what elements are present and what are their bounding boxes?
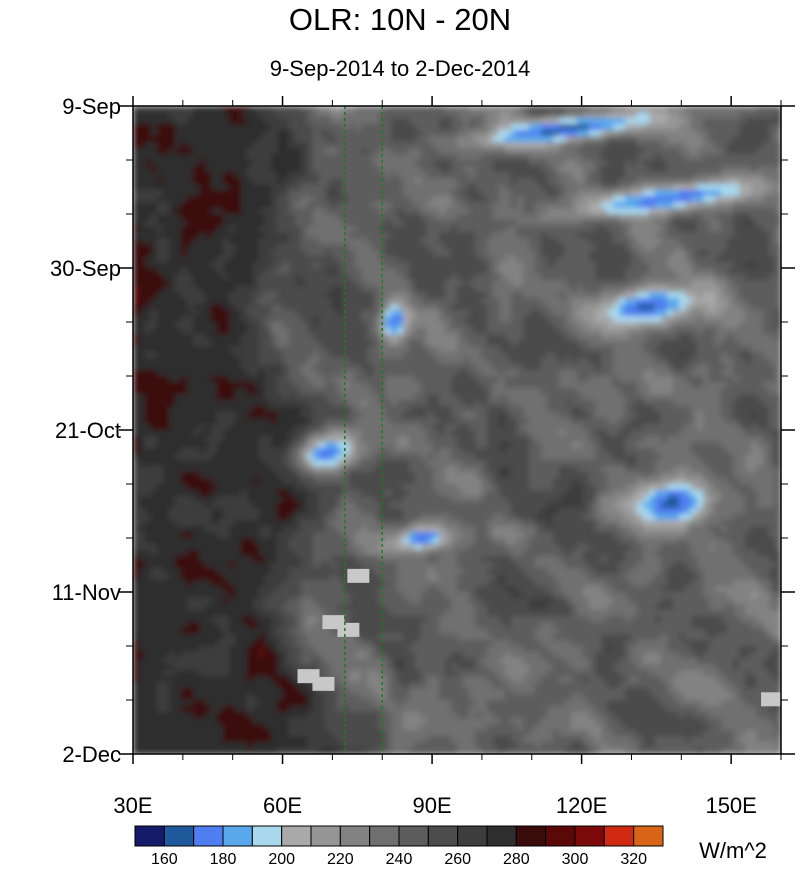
colorbar-swatch bbox=[251, 825, 283, 847]
colorbar-label: 260 bbox=[444, 851, 471, 868]
colorbar-label: 320 bbox=[620, 851, 647, 868]
x-tick-label: 60E bbox=[263, 793, 302, 818]
colorbar-swatch bbox=[427, 825, 459, 847]
colorbar-swatch bbox=[369, 825, 400, 847]
colorbar-units: W/m^2 bbox=[699, 838, 767, 863]
colorbar-swatch bbox=[281, 825, 312, 847]
x-tick-label: 120E bbox=[556, 793, 607, 818]
y-tick-label: 21-Oct bbox=[55, 418, 121, 443]
colorbar-swatch bbox=[339, 825, 371, 847]
colorbar-swatch bbox=[515, 825, 547, 847]
x-tick-label: 30E bbox=[113, 793, 152, 818]
colorbar-swatch bbox=[163, 825, 195, 847]
x-tick-label: 150E bbox=[705, 793, 756, 818]
colorbar-label: 180 bbox=[210, 851, 237, 868]
colorbar-swatch bbox=[603, 825, 635, 847]
colorbar-label: 160 bbox=[151, 851, 178, 868]
y-tick-label: 2-Dec bbox=[62, 742, 121, 767]
colorbar-label: 300 bbox=[562, 851, 589, 868]
colorbar-swatch bbox=[574, 825, 605, 847]
colorbar-label: 240 bbox=[386, 851, 413, 868]
colorbar-label: 280 bbox=[503, 851, 530, 868]
colorbar-swatch bbox=[457, 825, 488, 847]
y-tick-label: 30-Sep bbox=[50, 256, 121, 281]
colorbar-swatch bbox=[193, 825, 224, 847]
colorbar-label: 200 bbox=[268, 851, 295, 868]
y-tick-label: 9-Sep bbox=[62, 94, 121, 119]
colorbar-swatch bbox=[222, 825, 253, 847]
missing-data-patch bbox=[337, 622, 360, 637]
colorbar-swatch bbox=[545, 825, 576, 847]
chart-title: OLR: 10N - 20N bbox=[288, 2, 512, 37]
missing-data-patch bbox=[312, 676, 335, 691]
chart-subtitle: 9-Sep-2014 to 2-Dec-2014 bbox=[269, 56, 531, 81]
colorbar-label: 220 bbox=[327, 851, 354, 868]
colorbar-swatch bbox=[633, 825, 664, 847]
colorbar-swatch bbox=[134, 825, 165, 847]
missing-data-patch bbox=[761, 692, 781, 707]
colorbar-swatch bbox=[486, 825, 517, 847]
missing-data-patch bbox=[347, 568, 370, 583]
y-tick-label: 11-Nov bbox=[52, 580, 121, 605]
colorbar-swatch bbox=[310, 825, 341, 847]
colorbar-swatch bbox=[398, 825, 429, 847]
x-tick-label: 90E bbox=[412, 793, 451, 818]
